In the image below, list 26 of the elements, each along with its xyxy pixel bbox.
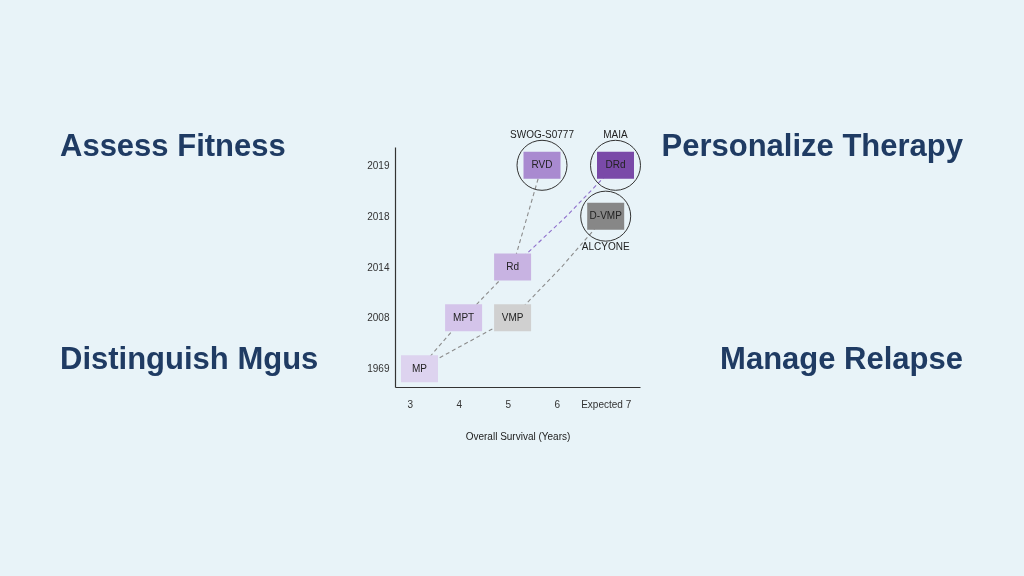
annotation: ALCYONE bbox=[581, 241, 630, 253]
x-tick-label: 6 bbox=[554, 398, 561, 410]
y-tick-label: 1969 bbox=[367, 363, 390, 375]
series-label: D-VMP bbox=[589, 210, 623, 222]
x-tick-label: 3 bbox=[407, 398, 414, 410]
series-label: MP bbox=[412, 362, 428, 374]
y-tick-label: 2014 bbox=[367, 261, 390, 273]
series-label: Rd bbox=[506, 261, 519, 272]
text: Assess Fitness bbox=[60, 128, 286, 163]
annotation: SWOG-S0777 bbox=[510, 129, 575, 141]
x-tick-label: Expected 7 bbox=[581, 398, 632, 410]
series-label: DRd bbox=[605, 159, 626, 171]
series-label: MPT bbox=[453, 311, 475, 323]
y-tick-label: 2008 bbox=[367, 312, 390, 324]
point bbox=[494, 253, 532, 281]
x-tick-label: 5 bbox=[505, 398, 512, 410]
annotation: MAIA bbox=[603, 129, 629, 141]
text: Personalize Therapy bbox=[661, 128, 964, 163]
y-tick-label: 2019 bbox=[367, 159, 390, 171]
text: Distinguish Mgus bbox=[60, 341, 319, 376]
series-label: VMP bbox=[501, 311, 524, 323]
y-tick-label: 2018 bbox=[367, 210, 390, 222]
series-label: RVD bbox=[531, 159, 553, 171]
x-tick-label: 4 bbox=[456, 398, 463, 410]
x-axis-title: Overall Survival (Years) bbox=[465, 430, 571, 442]
text: Manage Relapse bbox=[720, 341, 963, 376]
